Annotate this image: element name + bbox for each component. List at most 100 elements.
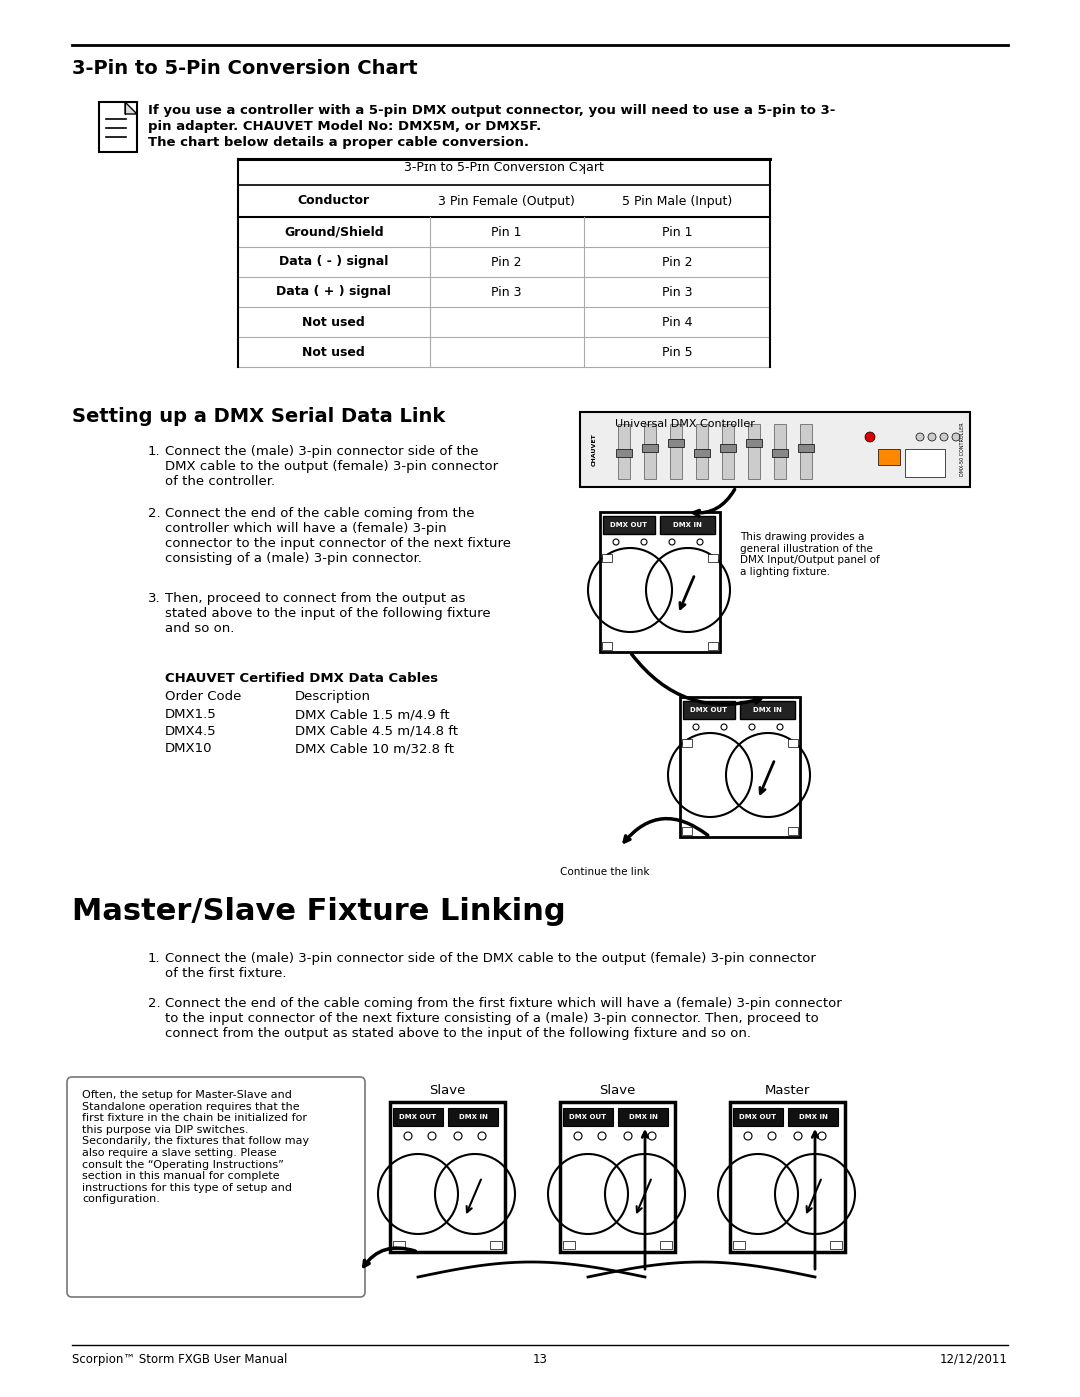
Bar xyxy=(696,425,708,479)
Text: 1.: 1. xyxy=(148,951,161,965)
Text: Connect the end of the cable coming from the
controller which will have a (femal: Connect the end of the cable coming from… xyxy=(165,507,511,564)
Text: Conductor: Conductor xyxy=(298,194,369,208)
Bar xyxy=(831,1241,842,1249)
Bar xyxy=(746,439,762,447)
Circle shape xyxy=(721,724,727,731)
Bar xyxy=(618,1108,669,1126)
Bar xyxy=(602,555,612,562)
Text: DMX OUT: DMX OUT xyxy=(610,522,648,528)
Text: DMX IN: DMX IN xyxy=(673,522,701,528)
Circle shape xyxy=(777,724,783,731)
Text: The chart below details a proper cable conversion.: The chart below details a proper cable c… xyxy=(148,136,529,149)
Text: DMX OUT: DMX OUT xyxy=(569,1113,607,1120)
Bar xyxy=(788,827,798,835)
Text: Pin 3: Pin 3 xyxy=(662,285,692,299)
Circle shape xyxy=(478,1132,486,1140)
Text: If you use a controller with a 5-pin DMX output connector, you will need to use : If you use a controller with a 5-pin DMX… xyxy=(148,103,835,117)
Text: 1.: 1. xyxy=(148,446,161,458)
Polygon shape xyxy=(125,102,137,115)
Text: Order Code: Order Code xyxy=(165,690,241,703)
Text: CHAUVET Certified DMX Data Cables: CHAUVET Certified DMX Data Cables xyxy=(165,672,438,685)
Bar xyxy=(603,515,654,534)
Text: 5 Pin Male (Input): 5 Pin Male (Input) xyxy=(622,194,732,208)
Text: DMX Cable 1.5 m/4.9 ft: DMX Cable 1.5 m/4.9 ft xyxy=(295,708,449,721)
Bar xyxy=(730,1102,845,1252)
Bar xyxy=(602,643,612,650)
Text: Scorpion™ Storm FXGB User Manual: Scorpion™ Storm FXGB User Manual xyxy=(72,1354,287,1366)
Bar xyxy=(644,425,656,479)
Bar xyxy=(708,643,718,650)
Circle shape xyxy=(697,539,703,545)
Text: DMX1.5: DMX1.5 xyxy=(165,708,217,721)
Text: Master/Slave Fixture Linking: Master/Slave Fixture Linking xyxy=(72,897,566,926)
Bar xyxy=(748,425,760,479)
Text: Connect the end of the cable coming from the first fixture which will have a (fe: Connect the end of the cable coming from… xyxy=(165,997,841,1039)
Text: Not used: Not used xyxy=(302,345,365,359)
Bar xyxy=(616,448,632,457)
Bar xyxy=(723,425,734,479)
Text: Pin 1: Pin 1 xyxy=(662,225,692,239)
FancyBboxPatch shape xyxy=(67,1077,365,1296)
Bar xyxy=(393,1108,443,1126)
Text: Data ( - ) signal: Data ( - ) signal xyxy=(279,256,389,268)
Bar xyxy=(580,412,970,488)
Bar xyxy=(798,444,814,453)
Text: 2.: 2. xyxy=(148,507,161,520)
Text: pin adapter. CHAUVET Model No: DMX5M, or DMX5F.: pin adapter. CHAUVET Model No: DMX5M, or… xyxy=(148,120,541,133)
Bar xyxy=(660,515,715,534)
Text: 3.: 3. xyxy=(148,592,161,605)
Text: DMX IN: DMX IN xyxy=(629,1113,658,1120)
Circle shape xyxy=(951,433,960,441)
Circle shape xyxy=(768,1132,777,1140)
Bar xyxy=(670,425,681,479)
Text: DMX10: DMX10 xyxy=(165,742,213,754)
Text: Universal DMX Controller: Universal DMX Controller xyxy=(615,419,755,429)
Bar xyxy=(683,701,735,719)
Bar xyxy=(600,511,720,652)
Text: 12/12/2011: 12/12/2011 xyxy=(940,1354,1008,1366)
Circle shape xyxy=(916,433,924,441)
Text: DMX OUT: DMX OUT xyxy=(690,707,728,712)
Text: DMX4.5: DMX4.5 xyxy=(165,725,217,738)
Text: DMX OUT: DMX OUT xyxy=(740,1113,777,1120)
Bar xyxy=(669,439,684,447)
Text: Continue the link: Continue the link xyxy=(561,868,649,877)
Circle shape xyxy=(669,539,675,545)
Text: 3-Pin to 5-Pin Conversion Chart: 3-Pin to 5-Pin Conversion Chart xyxy=(72,59,418,78)
Text: Ground/Shield: Ground/Shield xyxy=(284,225,383,239)
Bar xyxy=(774,425,786,479)
Bar xyxy=(905,448,945,476)
Circle shape xyxy=(693,724,699,731)
Bar xyxy=(642,444,658,453)
Bar xyxy=(393,1241,405,1249)
Text: DMX-50 CONTROLLER: DMX-50 CONTROLLER xyxy=(959,423,964,476)
Bar xyxy=(740,701,795,719)
Circle shape xyxy=(573,1132,582,1140)
Text: Description: Description xyxy=(295,690,372,703)
Text: DMX IN: DMX IN xyxy=(798,1113,827,1120)
Text: Data ( + ) signal: Data ( + ) signal xyxy=(276,285,391,299)
Circle shape xyxy=(794,1132,802,1140)
Text: Not used: Not used xyxy=(302,316,365,328)
Circle shape xyxy=(940,433,948,441)
Bar xyxy=(720,444,735,453)
Text: Pin 4: Pin 4 xyxy=(662,316,692,328)
Bar xyxy=(681,827,692,835)
Text: DMX IN: DMX IN xyxy=(459,1113,487,1120)
Text: Often, the setup for Master-Slave and
Standalone operation requires that the
fir: Often, the setup for Master-Slave and St… xyxy=(82,1090,309,1204)
Circle shape xyxy=(750,724,755,731)
Circle shape xyxy=(928,433,936,441)
Text: DMX Cable 4.5 m/14.8 ft: DMX Cable 4.5 m/14.8 ft xyxy=(295,725,458,738)
Text: 2.: 2. xyxy=(148,997,161,1010)
Bar xyxy=(733,1241,745,1249)
Text: Slave: Slave xyxy=(599,1084,636,1097)
Circle shape xyxy=(865,432,875,441)
Bar xyxy=(772,448,788,457)
Bar xyxy=(680,697,800,837)
Bar xyxy=(660,1241,672,1249)
Text: DMX IN: DMX IN xyxy=(753,707,782,712)
Text: CHAUVET: CHAUVET xyxy=(592,433,596,465)
Text: Then, proceed to connect from the output as
stated above to the input of the fol: Then, proceed to connect from the output… xyxy=(165,592,490,636)
Circle shape xyxy=(642,539,647,545)
Bar xyxy=(733,1108,783,1126)
